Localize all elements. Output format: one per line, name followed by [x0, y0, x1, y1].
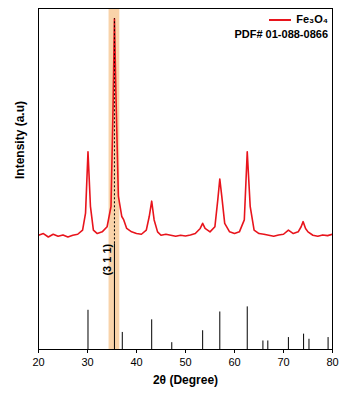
svg-text:70: 70: [277, 356, 289, 368]
svg-text:40: 40: [130, 356, 142, 368]
svg-text:(3 1 1): (3 1 1): [101, 243, 113, 275]
svg-text:60: 60: [228, 356, 240, 368]
svg-text:2θ (Degree): 2θ (Degree): [153, 373, 218, 387]
svg-text:Intensity (a.u): Intensity (a.u): [13, 101, 27, 179]
svg-text:30: 30: [81, 356, 93, 368]
html-text:Fe₃O₄: Fe₃O₄: [296, 13, 328, 25]
html-text:PDF# 01-088-0866: PDF# 01-088-0866: [234, 28, 328, 40]
svg-text:20: 20: [32, 356, 44, 368]
svg-text:50: 50: [179, 356, 191, 368]
svg-text:80: 80: [326, 356, 338, 368]
